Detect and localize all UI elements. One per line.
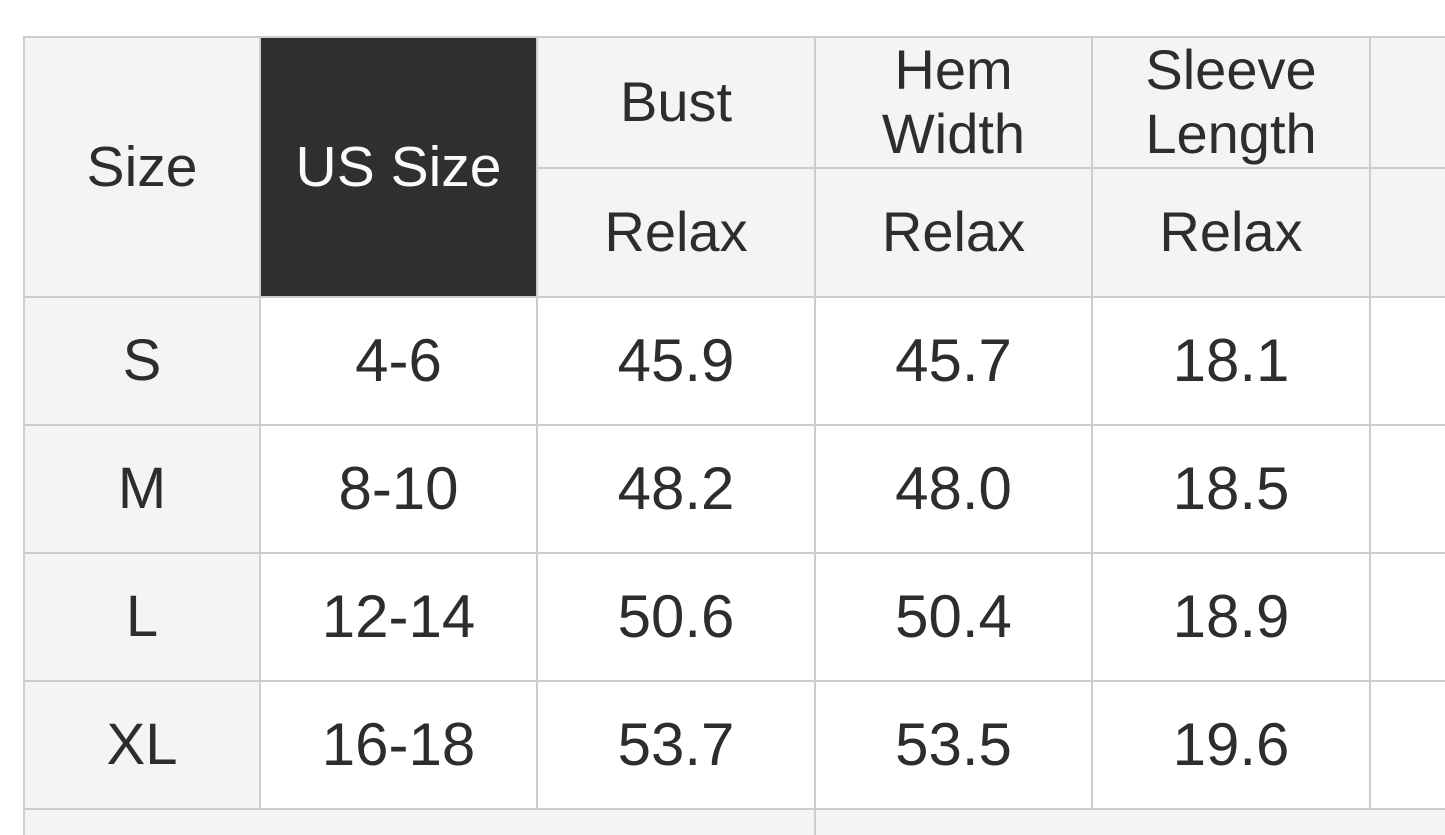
hem-width-cell: 50.4 (814, 551, 1093, 682)
fit-label-sleeve-length: Relax (1091, 166, 1371, 298)
us-size-cell: 12-14 (259, 551, 538, 682)
header-row-fit: Relax Relax Relax (24, 166, 1445, 298)
size-cell: S (23, 295, 261, 426)
size-chart-table: Size US Size Bust Hem Width Sleeve Lengt… (23, 36, 1445, 835)
partial-next-row (23, 807, 1445, 835)
size-row-xl: XL 16-18 53.7 53.5 19.6 (23, 679, 1445, 810)
cutoff-cell (1369, 679, 1445, 810)
sleeve-length-cell: 19.6 (1091, 679, 1371, 810)
hem-width-cell: 53.5 (814, 679, 1093, 810)
hem-width-cell: 45.7 (814, 295, 1093, 426)
size-cell: XL (23, 679, 261, 810)
size-row-m: M 8-10 48.2 48.0 18.5 (23, 423, 1445, 554)
header-row-measures: Size US Size Bust Hem Width Sleeve Lengt… (23, 36, 1445, 298)
cutoff-cell (1369, 423, 1445, 554)
cutoff-cell (1369, 295, 1445, 426)
size-cell: L (23, 551, 261, 682)
us-size-cell: 4-6 (259, 295, 538, 426)
sleeve-length-cell: 18.9 (1091, 551, 1371, 682)
partial-cell-right (814, 807, 1445, 835)
size-column-header: Size (23, 36, 261, 298)
bust-cell: 48.2 (536, 423, 816, 554)
column-header-sleeve-length: Sleeve Length (1091, 36, 1371, 169)
bust-cell: 53.7 (536, 679, 816, 810)
column-header-hem-width: Hem Width (814, 36, 1093, 169)
sleeve-length-cell: 18.1 (1091, 295, 1371, 426)
us-size-cell: 8-10 (259, 423, 538, 554)
bust-cell: 45.9 (536, 295, 816, 426)
column-header-cutoff (1369, 36, 1445, 169)
cutoff-cell (1369, 551, 1445, 682)
size-cell: M (23, 423, 261, 554)
fit-label-hem-width: Relax (814, 166, 1093, 298)
bust-cell: 50.6 (536, 551, 816, 682)
size-row-s: S 4-6 45.9 45.7 18.1 (23, 295, 1445, 426)
size-row-l: L 12-14 50.6 50.4 18.9 (23, 551, 1445, 682)
partial-cell-left (23, 807, 816, 835)
fit-label-cutoff (1369, 166, 1445, 298)
us-size-cell: 16-18 (259, 679, 538, 810)
sleeve-length-cell: 18.5 (1091, 423, 1371, 554)
fit-label-bust: Relax (536, 166, 816, 298)
us-size-column-header-selected[interactable]: US Size (259, 36, 538, 298)
column-header-bust: Bust (536, 36, 816, 169)
hem-width-cell: 48.0 (814, 423, 1093, 554)
